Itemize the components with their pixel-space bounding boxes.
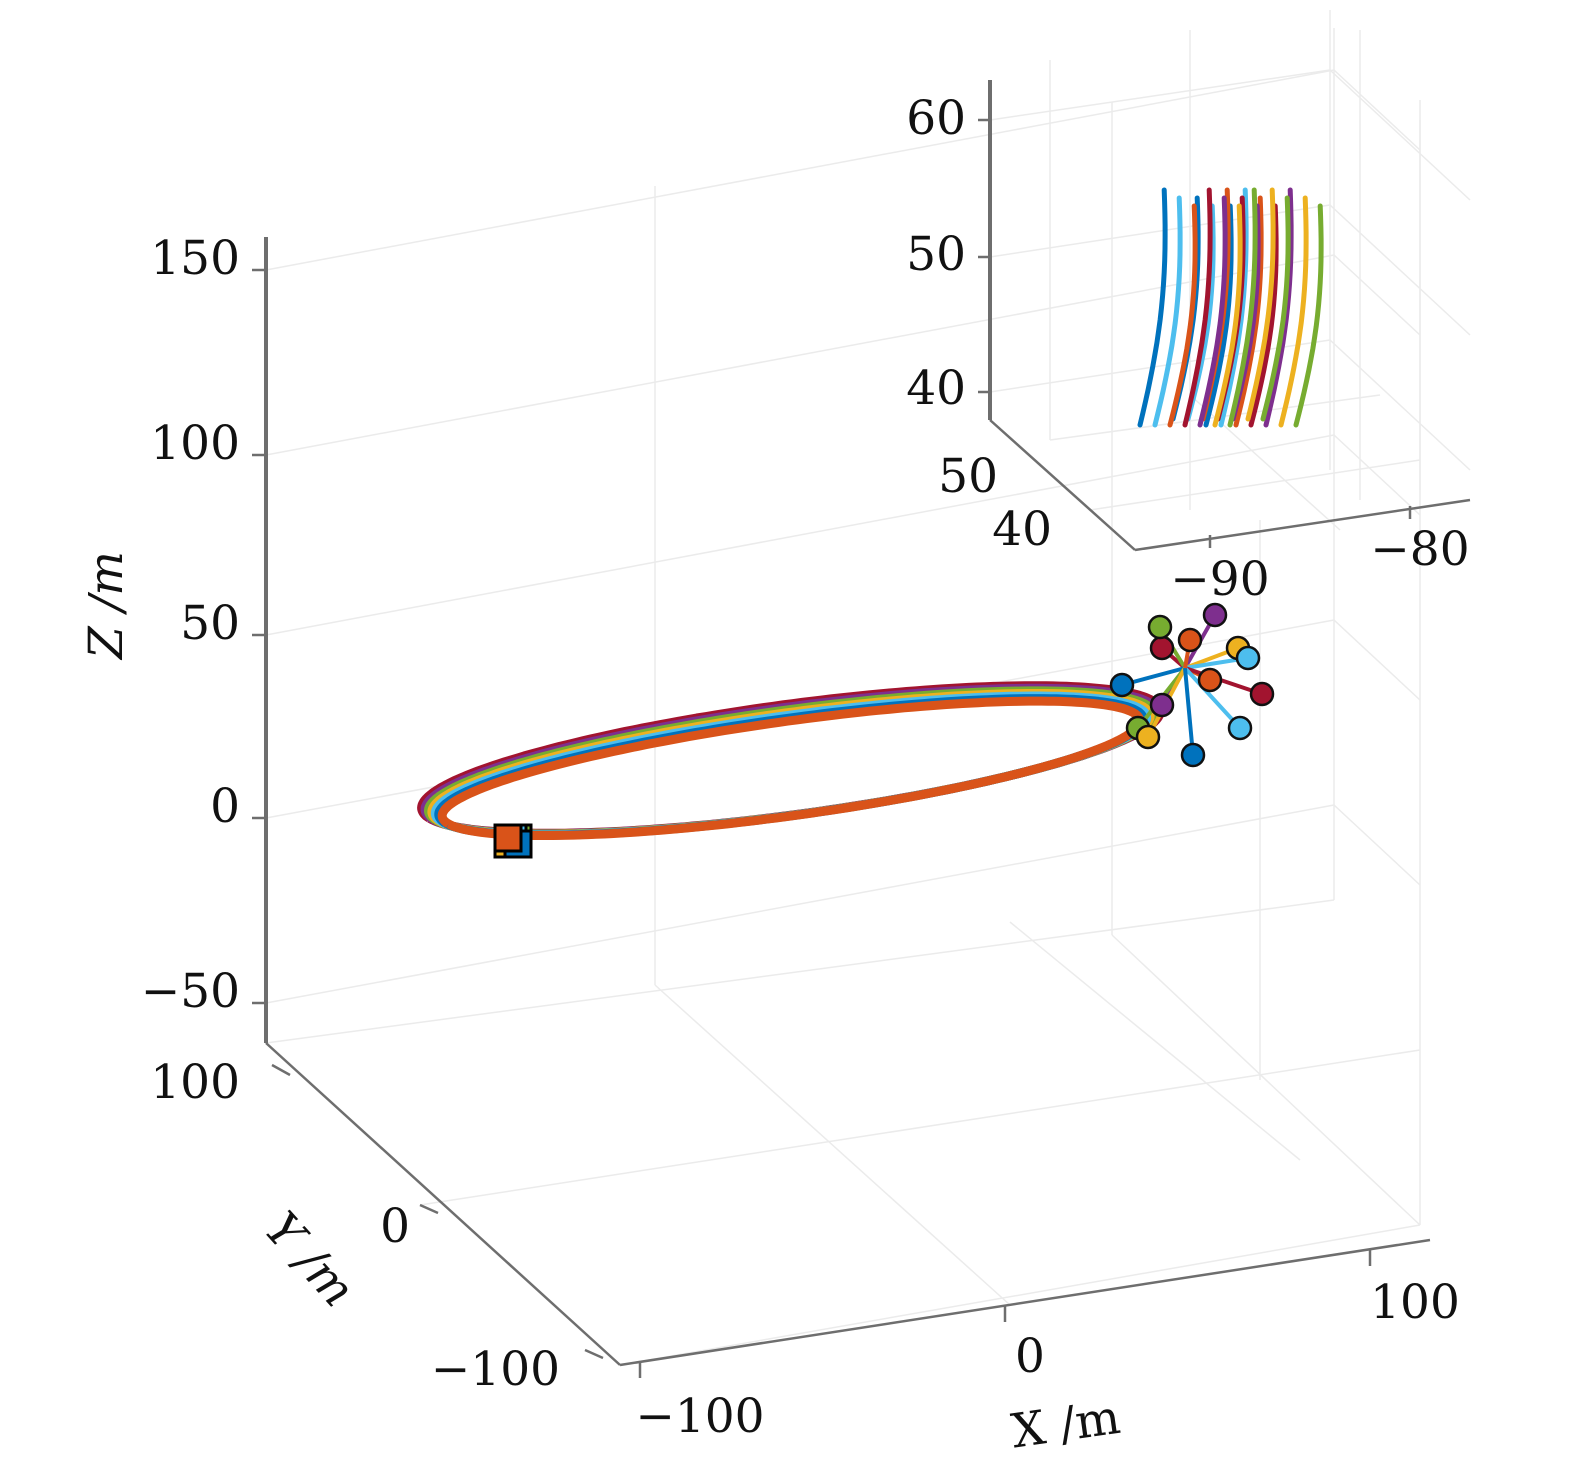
end-marker [1177,627,1203,653]
z-axis-label: Z /m [79,551,134,661]
inset-axes: 60 50 40 50 40 −90 −80 [906,10,1471,607]
end-marker [1109,672,1135,698]
inset-y-tick-label: 40 [992,502,1052,557]
inset-y-axis-line [989,419,1136,551]
inset-z-tick-label: 50 [906,227,966,282]
inset-trajectory-line [1152,195,1183,428]
inset-trajectory-line [1197,195,1228,428]
end-branch [1184,666,1263,696]
y-tick-label: −100 [431,1342,560,1397]
z-tick-label: 50 [180,596,240,651]
main-axes: 150 100 50 0 −50 100 0 −100 −100 0 100 Z… [79,28,1460,1459]
inset-trajectory-line [1203,203,1234,428]
y-axis-label: Y /m [253,1202,365,1318]
y-ticks: 100 0 −100 [150,1055,604,1397]
main-grid [265,28,1421,1366]
inset-y-ticks: 50 40 [938,449,1052,557]
end-marker [1227,715,1253,741]
y-axis-line [265,1042,621,1366]
inset-trajectory-line [1248,203,1279,428]
inset-z-tick-label: 40 [906,361,966,416]
z-tick-label: 150 [150,231,240,286]
inset-trajectory-line [1245,187,1276,422]
inset-trajectory-line [1263,187,1294,428]
inset-trajectory-line [1137,187,1168,428]
x-tick-label: 0 [1015,1329,1045,1384]
inset-trajectory-line [1167,203,1198,428]
inset-trajectory-line [1233,195,1264,428]
start-marker [493,823,523,853]
inset-trajectory-line [1212,203,1243,428]
z-tick-label: 100 [150,416,240,471]
y-tick-label: 100 [150,1055,240,1110]
end-marker [1197,667,1223,693]
inset-z-tick-label: 60 [906,91,966,146]
inset-trajectory-line [1293,203,1324,428]
inset-z-ticks: 60 50 40 [906,91,990,416]
end-marker [1249,681,1275,707]
z-tick-label: −50 [141,964,240,1019]
inset-trajectory-line [1278,195,1309,428]
main-trajectories [417,681,1165,840]
end-marker [1149,635,1175,661]
inset-x-tick-label: −90 [1170,552,1269,607]
inset-trajectory-line [1182,187,1213,428]
end-branch [1183,667,1195,756]
inset-x-ticks: −90 −80 [1170,506,1470,607]
end-marker [1180,742,1206,768]
main-markers [493,602,1275,859]
end-branch [1183,666,1242,730]
z-ticks: 150 100 50 0 −50 [141,231,266,1019]
x-axis-label: X /m [1008,1390,1123,1460]
end-marker [1135,724,1161,750]
inset-x-axis-line [1134,498,1471,552]
trajectory-line [437,696,1145,840]
end-marker [1149,692,1175,718]
y-tick-label: 0 [380,1199,410,1254]
inset-trajectory-line [1218,187,1249,428]
x-ticks: −100 0 100 [635,1250,1460,1444]
inset-y-tick-label: 50 [938,449,998,504]
x-tick-label: 100 [1370,1275,1460,1330]
inset-trajectory-line [1260,195,1291,422]
end-marker [1147,614,1173,640]
end-marker [1235,645,1261,671]
x-tick-label: −100 [635,1389,764,1444]
end-marker [1202,602,1228,628]
z-tick-label: 0 [210,779,240,834]
inset-trajectories [1137,187,1324,428]
inset-x-tick-label: −80 [1370,522,1469,577]
x-axis-line [619,1238,1431,1367]
inset-trajectory-line [1227,187,1258,428]
